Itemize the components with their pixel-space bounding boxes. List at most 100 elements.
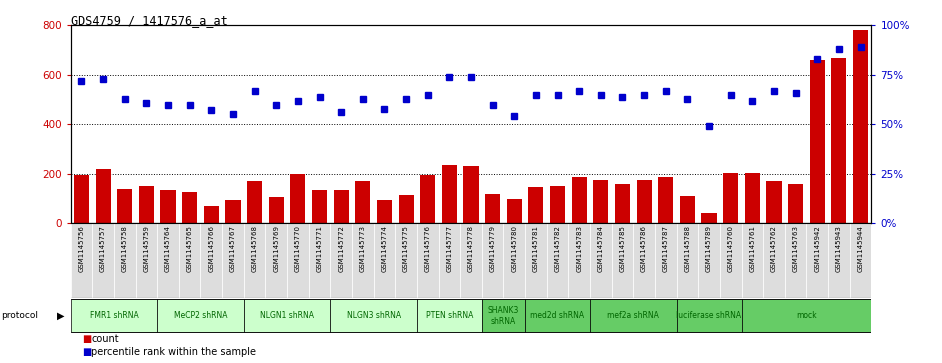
Bar (461, 223, 481, 298)
Bar (333, 190, 349, 223)
Bar (720, 223, 741, 298)
Bar (266, 223, 287, 298)
Text: GSM1145764: GSM1145764 (165, 225, 171, 272)
Text: GSM1145943: GSM1145943 (836, 225, 842, 272)
Bar (157, 299, 244, 332)
Bar (312, 190, 327, 223)
Bar (136, 223, 157, 298)
Text: GSM1145774: GSM1145774 (382, 225, 387, 272)
Text: med2d shRNA: med2d shRNA (530, 311, 585, 320)
Bar (572, 178, 587, 223)
Bar (763, 223, 785, 298)
Text: GSM1145781: GSM1145781 (533, 225, 539, 273)
Bar (633, 223, 655, 298)
Bar (417, 299, 481, 332)
Text: GSM1145782: GSM1145782 (555, 225, 560, 272)
Bar (680, 196, 695, 223)
Bar (723, 172, 739, 223)
Text: GSM1145773: GSM1145773 (360, 225, 365, 273)
Text: GSM1145776: GSM1145776 (425, 225, 430, 273)
Bar (331, 223, 352, 298)
Text: GSM1145942: GSM1145942 (814, 225, 820, 272)
Bar (377, 200, 392, 223)
Bar (676, 299, 741, 332)
Text: NLGN3 shRNA: NLGN3 shRNA (347, 311, 400, 320)
Bar (287, 223, 309, 298)
Bar (853, 30, 869, 223)
Text: mef2a shRNA: mef2a shRNA (608, 311, 659, 320)
Bar (92, 223, 114, 298)
Text: MeCP2 shRNA: MeCP2 shRNA (173, 311, 227, 320)
Bar (244, 299, 331, 332)
Text: GSM1145756: GSM1145756 (78, 225, 85, 272)
Bar (525, 299, 590, 332)
Bar (442, 165, 457, 223)
Bar (290, 174, 305, 223)
Text: GSM1145771: GSM1145771 (317, 225, 322, 273)
Bar (247, 181, 262, 223)
Bar (550, 186, 565, 223)
Bar (658, 178, 674, 223)
Bar (222, 223, 244, 298)
Text: SHANK3
shRNA: SHANK3 shRNA (488, 306, 519, 326)
Bar (463, 166, 479, 223)
Text: GSM1145775: GSM1145775 (403, 225, 409, 272)
Bar (741, 223, 763, 298)
Text: GSM1145762: GSM1145762 (771, 225, 777, 272)
Text: percentile rank within the sample: percentile rank within the sample (91, 347, 256, 357)
Text: GSM1145778: GSM1145778 (468, 225, 474, 273)
Bar (788, 184, 804, 223)
Bar (528, 187, 544, 223)
Text: count: count (91, 334, 119, 344)
Bar (568, 223, 590, 298)
Text: GSM1145757: GSM1145757 (100, 225, 106, 272)
Bar (481, 299, 525, 332)
Bar (702, 213, 717, 223)
Text: mock: mock (796, 311, 817, 320)
Bar (182, 192, 197, 223)
Bar (593, 180, 609, 223)
Bar (546, 223, 568, 298)
Bar (160, 190, 175, 223)
Bar (114, 223, 136, 298)
Bar (507, 199, 522, 223)
Bar (439, 223, 461, 298)
Text: protocol: protocol (1, 311, 38, 320)
Text: GSM1145784: GSM1145784 (598, 225, 604, 272)
Bar (767, 181, 782, 223)
Text: PTEN shRNA: PTEN shRNA (426, 311, 473, 320)
Bar (655, 223, 676, 298)
Text: GSM1145769: GSM1145769 (273, 225, 279, 273)
Bar (850, 223, 871, 298)
Bar (420, 175, 435, 223)
Text: GSM1145770: GSM1145770 (295, 225, 300, 273)
Text: GSM1145779: GSM1145779 (490, 225, 495, 273)
Bar (73, 175, 89, 223)
Text: ■: ■ (82, 347, 91, 357)
Bar (525, 223, 546, 298)
Bar (268, 197, 284, 223)
Text: GSM1145763: GSM1145763 (792, 225, 799, 273)
Bar (355, 181, 370, 223)
Text: GSM1145789: GSM1145789 (706, 225, 712, 273)
Bar (741, 299, 871, 332)
Text: GSM1145786: GSM1145786 (642, 225, 647, 273)
Text: GSM1145787: GSM1145787 (663, 225, 669, 273)
Text: GSM1145785: GSM1145785 (620, 225, 625, 272)
Bar (203, 207, 219, 223)
Bar (201, 223, 222, 298)
Text: GSM1145760: GSM1145760 (727, 225, 734, 273)
Bar (481, 223, 503, 298)
Bar (374, 223, 396, 298)
Bar (745, 172, 760, 223)
Bar (785, 223, 806, 298)
Text: GSM1145783: GSM1145783 (577, 225, 582, 273)
Text: FMR1 shRNA: FMR1 shRNA (89, 311, 138, 320)
Text: ▶: ▶ (57, 311, 64, 321)
Bar (117, 189, 132, 223)
Text: ■: ■ (82, 334, 91, 344)
Bar (676, 223, 698, 298)
Bar (138, 186, 154, 223)
Bar (590, 299, 676, 332)
Bar (179, 223, 201, 298)
